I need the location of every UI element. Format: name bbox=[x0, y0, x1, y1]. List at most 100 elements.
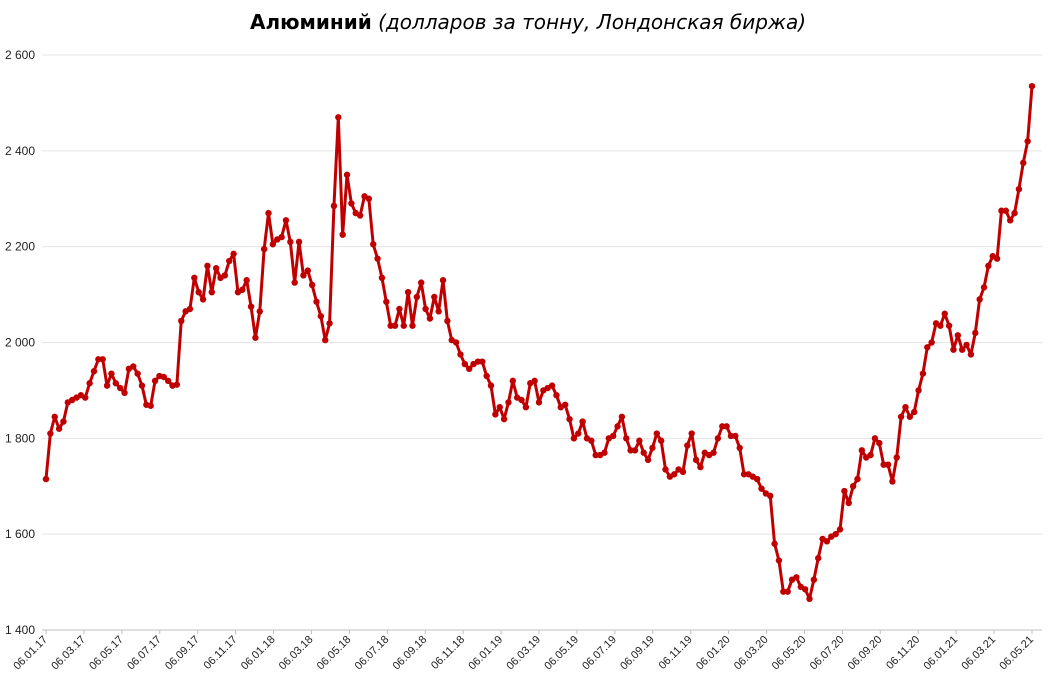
data-point bbox=[732, 432, 739, 440]
data-point bbox=[326, 320, 333, 327]
data-point bbox=[1024, 138, 1031, 145]
data-point bbox=[553, 392, 560, 399]
data-point bbox=[51, 413, 58, 420]
x-tick-label: 06.09.20 bbox=[846, 634, 885, 673]
data-point bbox=[230, 250, 237, 258]
data-point bbox=[841, 487, 848, 495]
x-tick-label: 06.01.20 bbox=[694, 634, 733, 673]
data-point bbox=[103, 382, 111, 389]
data-point bbox=[134, 370, 141, 377]
x-tick-label: 06.01.19 bbox=[466, 634, 505, 673]
data-point bbox=[1002, 207, 1010, 214]
data-point bbox=[601, 449, 608, 456]
x-tick-label: 06.09.18 bbox=[391, 634, 430, 673]
data-point bbox=[239, 286, 246, 293]
data-point bbox=[548, 382, 556, 389]
data-point bbox=[287, 238, 294, 246]
data-point bbox=[614, 423, 621, 430]
data-point bbox=[919, 370, 927, 377]
data-point bbox=[212, 265, 220, 272]
data-point bbox=[378, 274, 386, 282]
data-point bbox=[1006, 217, 1014, 224]
data-point bbox=[173, 381, 181, 388]
x-tick-label: 06.05.17 bbox=[87, 634, 126, 673]
data-point bbox=[967, 351, 975, 358]
y-tick-label: 2 200 bbox=[5, 240, 35, 254]
data-point bbox=[736, 444, 743, 452]
x-tick-label: 06.09.17 bbox=[163, 634, 202, 673]
data-point bbox=[138, 382, 146, 389]
data-point bbox=[806, 595, 813, 603]
data-point bbox=[618, 413, 626, 420]
data-point bbox=[308, 281, 316, 289]
x-tick-label: 06.07.18 bbox=[353, 634, 392, 673]
data-point bbox=[483, 372, 490, 380]
data-point bbox=[413, 293, 421, 301]
data-point bbox=[688, 430, 695, 437]
data-point bbox=[90, 368, 98, 375]
data-point bbox=[99, 356, 106, 363]
y-tick-label: 1 400 bbox=[5, 623, 35, 637]
data-point bbox=[317, 312, 325, 320]
x-tick-label: 06.01.21 bbox=[922, 634, 961, 673]
data-point bbox=[823, 538, 831, 545]
y-tick-label: 1 800 bbox=[5, 431, 35, 445]
data-point bbox=[400, 322, 407, 329]
data-point bbox=[260, 245, 268, 253]
data-point bbox=[566, 415, 573, 423]
data-point bbox=[941, 310, 948, 317]
data-point bbox=[911, 408, 918, 416]
data-point bbox=[836, 526, 844, 533]
y-tick-label: 1 600 bbox=[5, 527, 35, 541]
data-point bbox=[937, 322, 944, 329]
data-point bbox=[335, 114, 342, 121]
data-point bbox=[985, 262, 992, 270]
x-tick-label: 06.05.21 bbox=[997, 634, 1036, 673]
data-point bbox=[906, 413, 914, 420]
data-point bbox=[409, 322, 416, 329]
data-point bbox=[1020, 159, 1027, 167]
data-point bbox=[1028, 82, 1036, 90]
data-point bbox=[623, 435, 630, 442]
data-point bbox=[226, 257, 233, 265]
data-point bbox=[928, 339, 935, 346]
data-point bbox=[784, 588, 791, 595]
data-point bbox=[609, 432, 617, 440]
data-point bbox=[889, 478, 896, 485]
data-point bbox=[322, 336, 329, 344]
data-point bbox=[265, 209, 272, 217]
data-point bbox=[60, 418, 67, 425]
data-point bbox=[461, 360, 469, 368]
data-point bbox=[186, 305, 194, 313]
data-point bbox=[252, 334, 259, 341]
data-point bbox=[487, 382, 495, 389]
data-point bbox=[404, 288, 412, 296]
data-point bbox=[815, 554, 822, 562]
data-point bbox=[452, 339, 460, 346]
x-tick-label: 06.03.21 bbox=[959, 634, 998, 673]
x-tick-label: 06.03.20 bbox=[732, 634, 771, 673]
x-tick-label: 06.11.20 bbox=[884, 634, 922, 672]
data-point bbox=[191, 274, 198, 282]
data-point bbox=[636, 437, 643, 444]
data-point bbox=[278, 233, 285, 241]
x-tick-label: 06.09.19 bbox=[618, 634, 657, 673]
data-point bbox=[653, 430, 660, 437]
data-point bbox=[426, 315, 434, 322]
data-point bbox=[518, 396, 525, 404]
data-point bbox=[972, 329, 979, 337]
data-point bbox=[884, 461, 892, 468]
y-axis: 1 400 1 600 1 800 2 000 2 200 2 400 2 600 bbox=[5, 48, 35, 637]
data-point bbox=[832, 530, 839, 538]
data-point bbox=[1011, 209, 1018, 217]
data-point bbox=[492, 411, 499, 418]
x-tick-label: 06.05.19 bbox=[542, 634, 581, 673]
data-point bbox=[47, 430, 54, 437]
data-point bbox=[810, 576, 818, 583]
data-point bbox=[121, 389, 128, 397]
data-point bbox=[199, 296, 207, 303]
data-point bbox=[570, 435, 578, 442]
data-point bbox=[758, 485, 765, 492]
data-point bbox=[505, 399, 512, 406]
